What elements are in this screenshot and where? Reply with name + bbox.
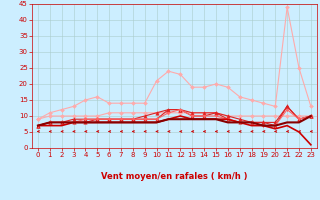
X-axis label: Vent moyen/en rafales ( km/h ): Vent moyen/en rafales ( km/h )	[101, 172, 248, 181]
